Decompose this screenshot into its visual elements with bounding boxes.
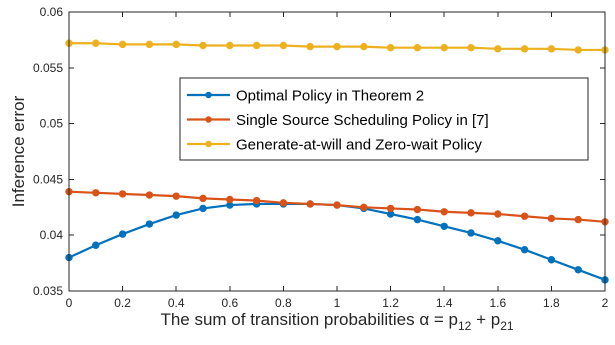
data-point <box>306 200 314 208</box>
x-axis-label: The sum of transition probabilities α = … <box>160 310 513 333</box>
legend-label: Single Source Scheduling Policy in [7] <box>236 112 489 129</box>
data-point <box>333 42 341 51</box>
y-tick-label: 0.035 <box>33 284 63 298</box>
legend-label: Optimal Policy in Theorem 2 <box>236 88 424 105</box>
legend-swatch-marker <box>205 116 212 123</box>
data-point <box>306 42 314 51</box>
data-point <box>279 41 288 50</box>
data-point <box>279 199 288 207</box>
data-point <box>92 189 100 197</box>
data-point <box>172 192 180 200</box>
data-point <box>199 41 207 50</box>
data-point <box>226 195 234 204</box>
data-point <box>494 237 502 245</box>
legend-swatch-marker <box>205 91 212 99</box>
data-point <box>467 229 475 237</box>
data-point <box>199 204 207 213</box>
data-point <box>520 246 529 254</box>
x-tick-label: 0.2 <box>114 296 131 310</box>
legend-item: Generate-at-will and Zero-wait Policy <box>187 137 482 154</box>
data-point <box>92 39 100 47</box>
data-point <box>118 190 127 198</box>
data-point <box>574 46 582 54</box>
legend-item: Single Source Scheduling Policy in [7] <box>187 112 489 129</box>
data-point <box>199 194 207 203</box>
plot-frame <box>68 11 606 292</box>
x-tick-label: 0 <box>66 296 73 310</box>
data-point <box>547 214 556 223</box>
data-point <box>360 42 368 51</box>
data-point <box>574 215 582 224</box>
data-point <box>467 44 475 52</box>
x-tick-label: 1.4 <box>436 296 453 310</box>
x-tick-label: 1.8 <box>543 296 560 310</box>
x-tick-label: 0.4 <box>168 296 185 310</box>
x-tick-label: 2 <box>602 296 609 310</box>
data-point <box>386 204 395 213</box>
data-point <box>574 266 582 274</box>
data-point <box>252 196 261 205</box>
data-point <box>413 205 422 214</box>
data-point <box>172 211 180 219</box>
x-tick-label: 0.6 <box>221 296 238 310</box>
legend-item: Optimal Policy in Theorem 2 <box>187 88 424 105</box>
legend-box <box>179 77 589 161</box>
data-point <box>252 41 261 50</box>
data-point <box>440 222 448 230</box>
data-point <box>440 208 448 216</box>
data-point <box>467 209 475 217</box>
data-point <box>118 230 127 238</box>
y-tick-label: 0.055 <box>33 61 63 75</box>
y-tick-label: 0.045 <box>33 172 63 186</box>
data-point <box>547 45 556 53</box>
data-point <box>226 41 234 50</box>
y-tick-label: 0.06 <box>40 5 64 19</box>
data-point <box>520 45 529 53</box>
data-point <box>547 256 556 264</box>
x-tick-label: 1 <box>334 296 341 310</box>
x-tick-label: 1.6 <box>489 296 506 310</box>
ticks-layer: 0 0.2 0.4 0.6 0.8 1 1.2 1.4 1.6 1.8 2 0.035 0.04 0.04… <box>33 5 609 310</box>
data-point <box>145 40 154 49</box>
data-point <box>145 191 154 199</box>
y-tick-label: 0.05 <box>40 117 64 131</box>
legend-swatch-marker <box>205 140 212 148</box>
data-point <box>440 44 448 52</box>
legend: Optimal Policy in Theorem 2 Single Source… <box>179 77 589 161</box>
x-tick-label: 0.8 <box>275 296 292 310</box>
y-tick-label: 0.04 <box>40 228 64 242</box>
data-point <box>413 215 422 224</box>
data-point <box>520 212 529 220</box>
data-point <box>92 241 100 249</box>
data-point <box>413 44 422 52</box>
data-point <box>386 44 395 52</box>
data-point <box>333 201 341 209</box>
x-tick-label: 1.2 <box>382 296 399 310</box>
data-point <box>494 210 502 218</box>
data-point <box>494 45 502 53</box>
data-point <box>360 203 368 212</box>
data-point <box>172 40 180 49</box>
legend-label: Generate-at-will and Zero-wait Policy <box>236 137 482 154</box>
y-axis-label: Inference error <box>9 95 28 207</box>
data-point <box>145 220 154 228</box>
series-2 <box>65 187 609 226</box>
data-point <box>118 40 127 49</box>
